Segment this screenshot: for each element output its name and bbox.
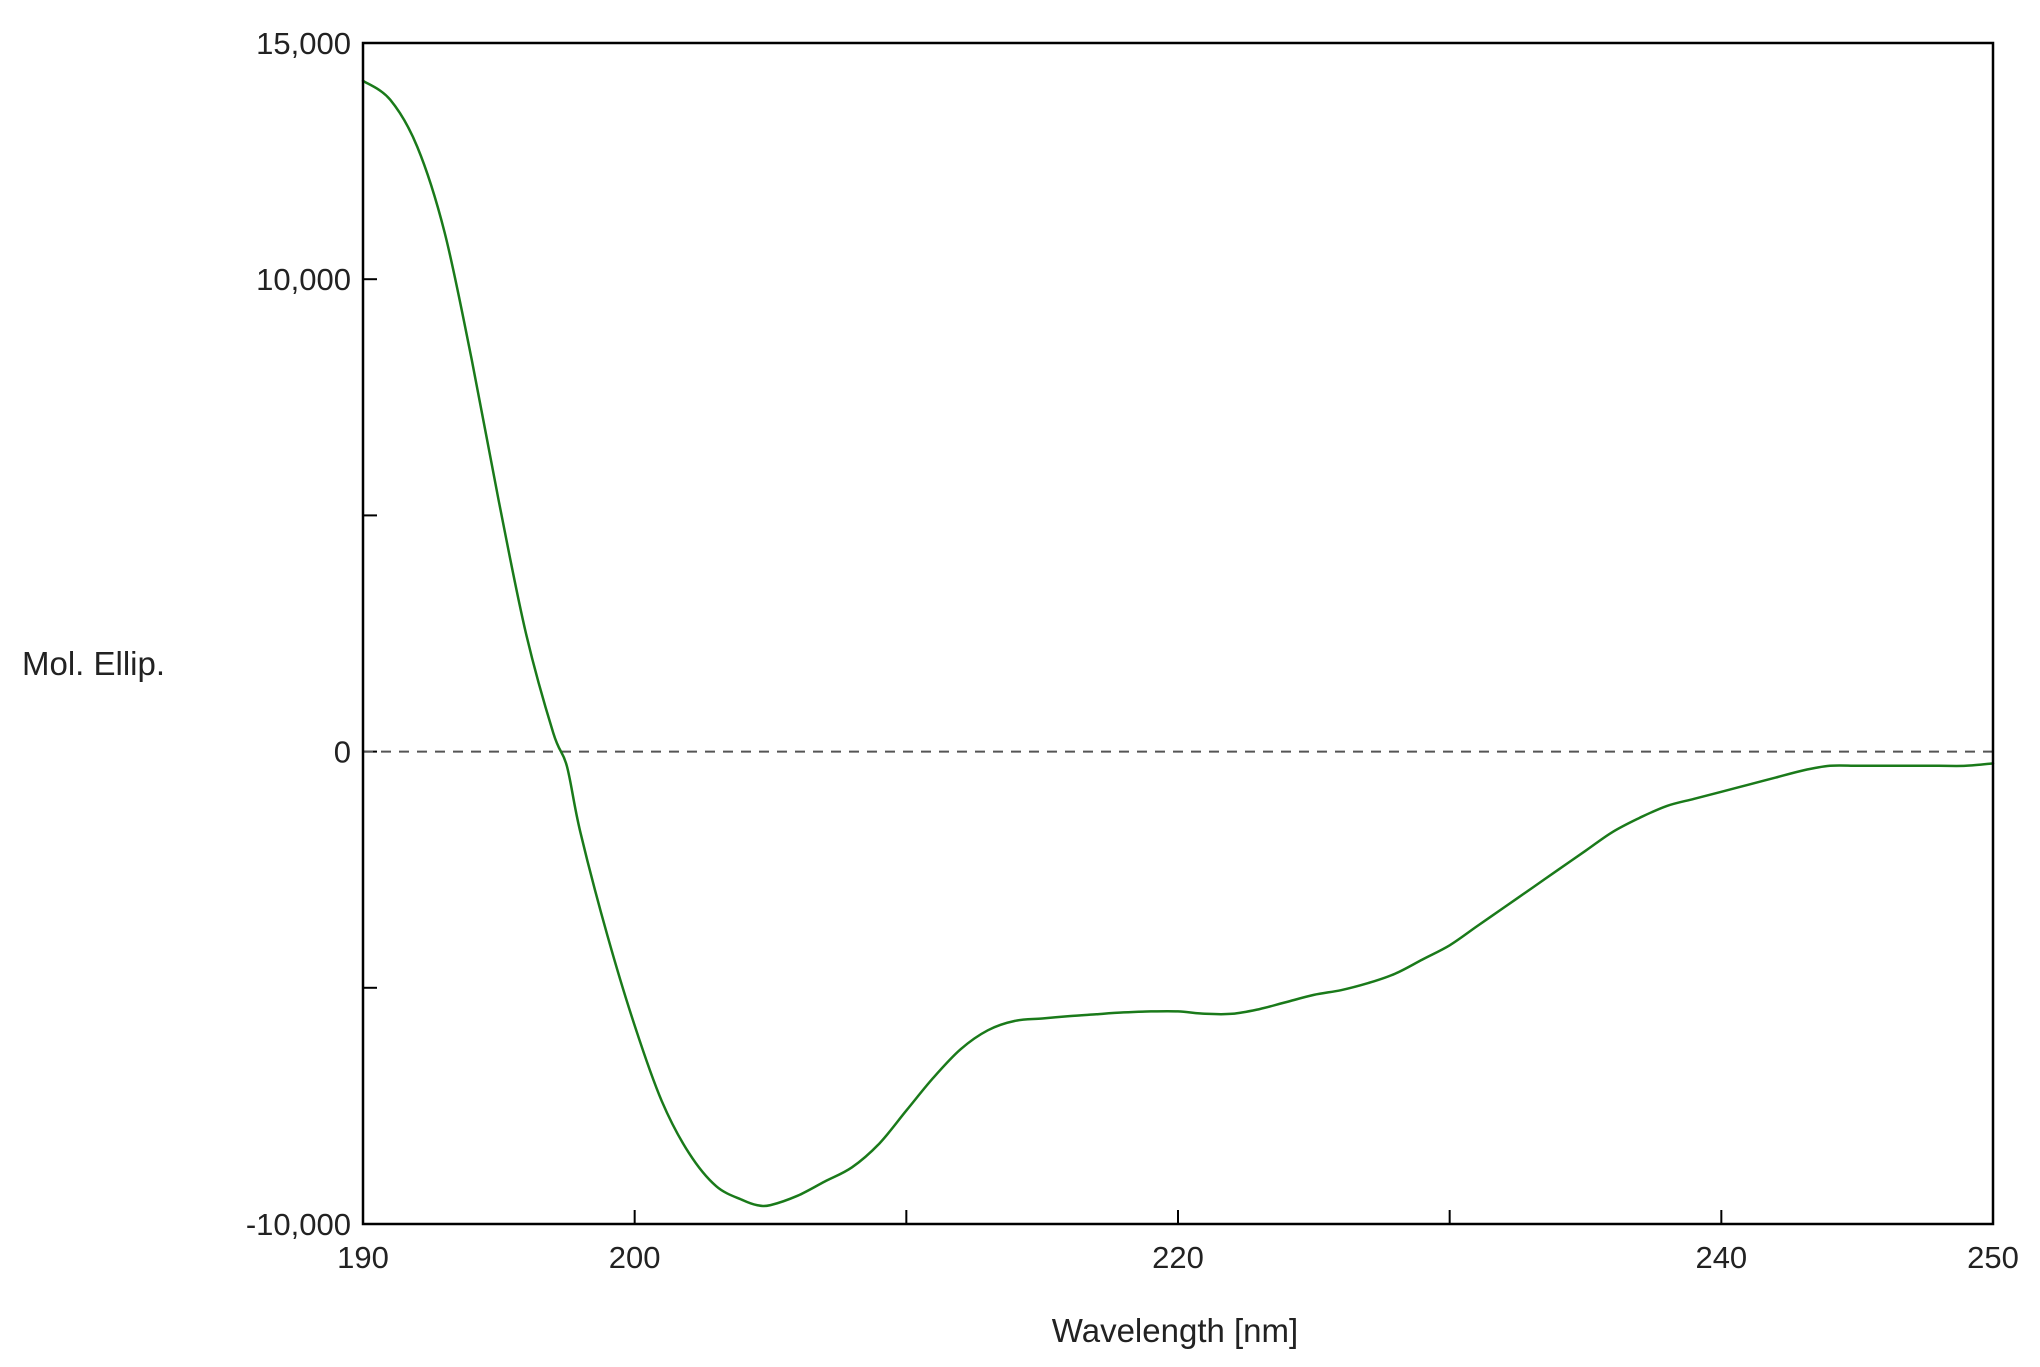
y-tick-label: 15,000 xyxy=(256,26,351,61)
x-tick-label: 190 xyxy=(337,1240,389,1275)
series-line xyxy=(361,79,1995,1208)
x-tick-label: 220 xyxy=(1152,1240,1204,1275)
y-tick-label: 10,000 xyxy=(256,262,351,297)
x-tick-label: 250 xyxy=(1967,1240,2019,1275)
y-tick-label: 0 xyxy=(334,735,351,770)
x-axis-label: Wavelength [nm] xyxy=(1052,1312,1298,1349)
x-tick-label: 200 xyxy=(609,1240,661,1275)
plot-frame xyxy=(361,41,1995,1226)
x-tick-label: 240 xyxy=(1695,1240,1747,1275)
y-tick-label: -10,000 xyxy=(246,1207,351,1242)
y-axis-label: Mol. Ellip. xyxy=(22,645,165,682)
x-axis-tick-labels: 190 200 220 240 250 xyxy=(337,1240,2019,1275)
y-axis-tick-labels: 15,000 10,000 0 -10,000 xyxy=(246,26,351,1242)
